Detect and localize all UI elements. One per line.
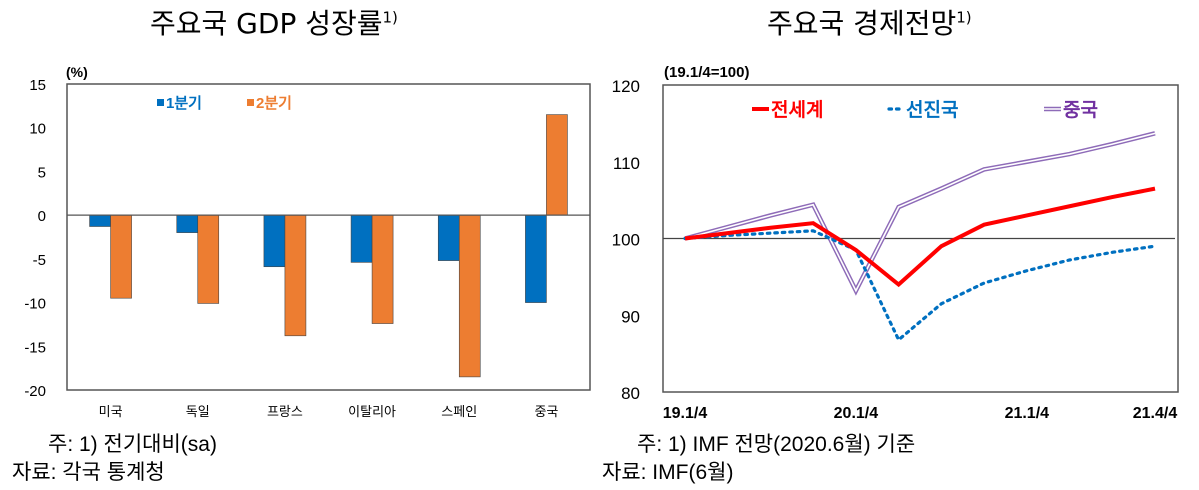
right-source: 자료: IMF(6월) xyxy=(602,461,734,484)
bar-2분기-스페인 xyxy=(458,214,481,378)
left-chart-title: 주요국 GDP 성장률1) xyxy=(150,2,398,42)
left-plot-area xyxy=(66,83,591,391)
left-x-tick-label: 이탈리아 xyxy=(348,404,396,419)
right-y-tick-label: 90 xyxy=(621,307,640,326)
bar-1분기-이탈리아 xyxy=(350,214,373,263)
legend-label-2분기: 2분기 xyxy=(256,95,292,112)
legend-swatch-1분기 xyxy=(157,99,164,106)
bar-1분기-프랑스 xyxy=(263,214,286,268)
bar-2분기-독일 xyxy=(197,214,220,304)
left-x-tick-label: 독일 xyxy=(186,404,210,419)
right-chart-title: 주요국 경제전망1) xyxy=(767,2,972,42)
left-y-tick-label: -15 xyxy=(24,339,46,356)
left-y-tick-label: 10 xyxy=(29,121,46,138)
left-x-tick-label: 스페인 xyxy=(441,404,477,419)
legend-label-1분기: 1분기 xyxy=(166,95,202,112)
left-y-tick-label: 15 xyxy=(29,77,46,94)
legend-label-중국: 중국 xyxy=(1063,100,1098,121)
left-note: 주: 1) 전기대비(sa) xyxy=(48,433,217,456)
right-y-tick-label: 100 xyxy=(612,231,640,250)
right-x-tick-label: 21.1/4 xyxy=(1005,405,1050,422)
bar-2분기-프랑스 xyxy=(284,214,307,337)
right-x-tick-label: 21.4/4 xyxy=(1133,405,1178,422)
right-title-footnote: 1) xyxy=(956,8,972,27)
bar-2분기-이탈리아 xyxy=(371,214,394,324)
right-title-text: 주요국 경제전망 xyxy=(767,7,957,40)
line-선진국 xyxy=(683,229,1157,343)
line-전세계 xyxy=(684,186,1156,288)
left-y-unit: (%) xyxy=(66,64,88,80)
right-x-tick-label: 20.1/4 xyxy=(834,405,879,422)
bar-1분기-미국 xyxy=(89,214,111,227)
left-x-tick-label: 미국 xyxy=(99,404,123,419)
legend-label-전세계: 전세계 xyxy=(771,99,823,121)
left-title-text: 주요국 GDP 성장률 xyxy=(150,7,383,40)
left-x-tick-label: 중국 xyxy=(534,404,558,419)
right-y-tick-label: 80 xyxy=(621,384,640,403)
right-y-tick-label: 120 xyxy=(612,77,640,96)
left-source: 자료: 각국 통계청 xyxy=(12,461,165,484)
line-중국-inner xyxy=(684,132,1156,293)
legend-swatch-2분기 xyxy=(247,99,254,106)
bar-2분기-미국 xyxy=(110,214,132,299)
legend-label-선진국: 선진국 xyxy=(906,99,958,121)
left-y-tick-label: -10 xyxy=(24,296,46,313)
right-x-tick-label: 19.1/4 xyxy=(663,405,708,422)
left-title-footnote: 1) xyxy=(382,8,398,27)
bar-2분기-중국 xyxy=(546,114,568,216)
left-y-tick-label: 5 xyxy=(38,164,46,181)
bar-1분기-독일 xyxy=(176,214,199,233)
bar-1분기-스페인 xyxy=(437,214,460,261)
right-note: 주: 1) IMF 전망(2020.6월) 기준 xyxy=(637,433,916,456)
right-y-tick-label: 110 xyxy=(613,154,640,173)
bar-1분기-중국 xyxy=(525,214,547,303)
left-x-tick-label: 프랑스 xyxy=(267,404,303,419)
left-y-tick-label: 0 xyxy=(38,208,46,225)
left-y-tick-label: -20 xyxy=(24,383,46,400)
left-y-tick-label: -5 xyxy=(33,252,46,269)
right-y-unit: (19.1/4=100) xyxy=(664,64,749,81)
